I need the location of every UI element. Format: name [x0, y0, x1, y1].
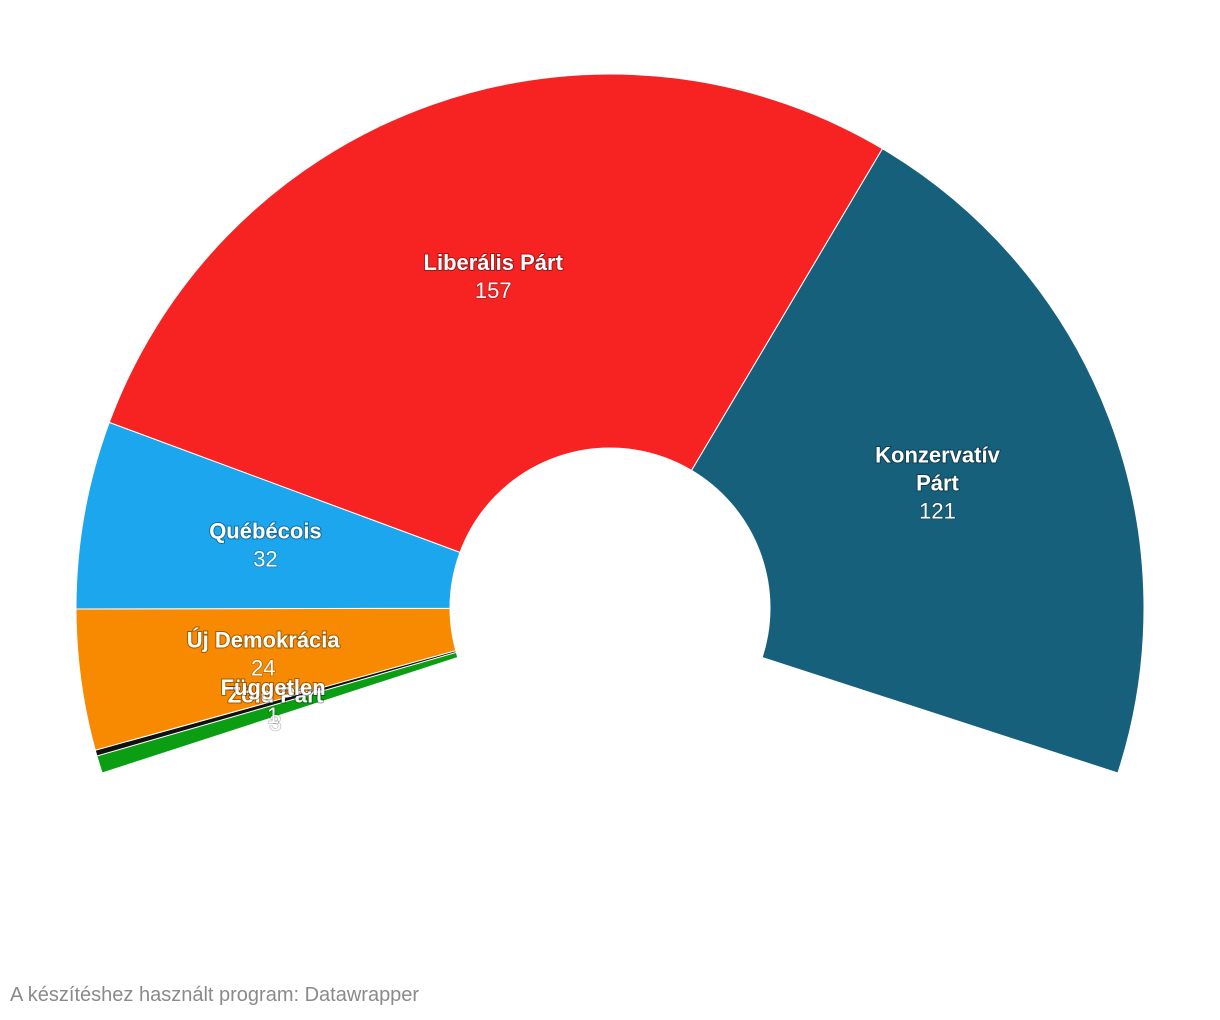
slice-label-name: Új Demokrácia	[187, 627, 341, 652]
slice-5[interactable]	[690, 148, 1145, 774]
slice-label-value: 24	[251, 655, 275, 680]
slice-label-value: 121	[919, 498, 956, 523]
slice-label-name: Liberális Párt	[424, 250, 564, 275]
slice-label-name: Párt	[916, 470, 959, 495]
slice-4[interactable]	[108, 73, 884, 554]
slice-label-name: Zöld Párt	[228, 683, 324, 708]
slice-label-value: 157	[475, 278, 512, 303]
slice-label-value: 32	[253, 547, 277, 572]
footer-credit: A készítéshez használt program: Datawrap…	[10, 984, 420, 1006]
chart-labels: Zöld Párt 3 Független 1 Új Demokrácia 24 Québé…	[186, 249, 1002, 736]
slice-label-value: 1	[267, 703, 279, 728]
slice-label-name: Független	[221, 675, 326, 700]
slice-label-name: Québécois	[209, 519, 321, 544]
slice-label-value: 3	[269, 711, 281, 736]
chart-slices	[75, 73, 1145, 774]
slice-label-name: Konzervatív	[875, 442, 1000, 467]
parliament-chart: Zöld Párt 3 Független 1 Új Demokrácia 24 Québé…	[75, 73, 1145, 774]
